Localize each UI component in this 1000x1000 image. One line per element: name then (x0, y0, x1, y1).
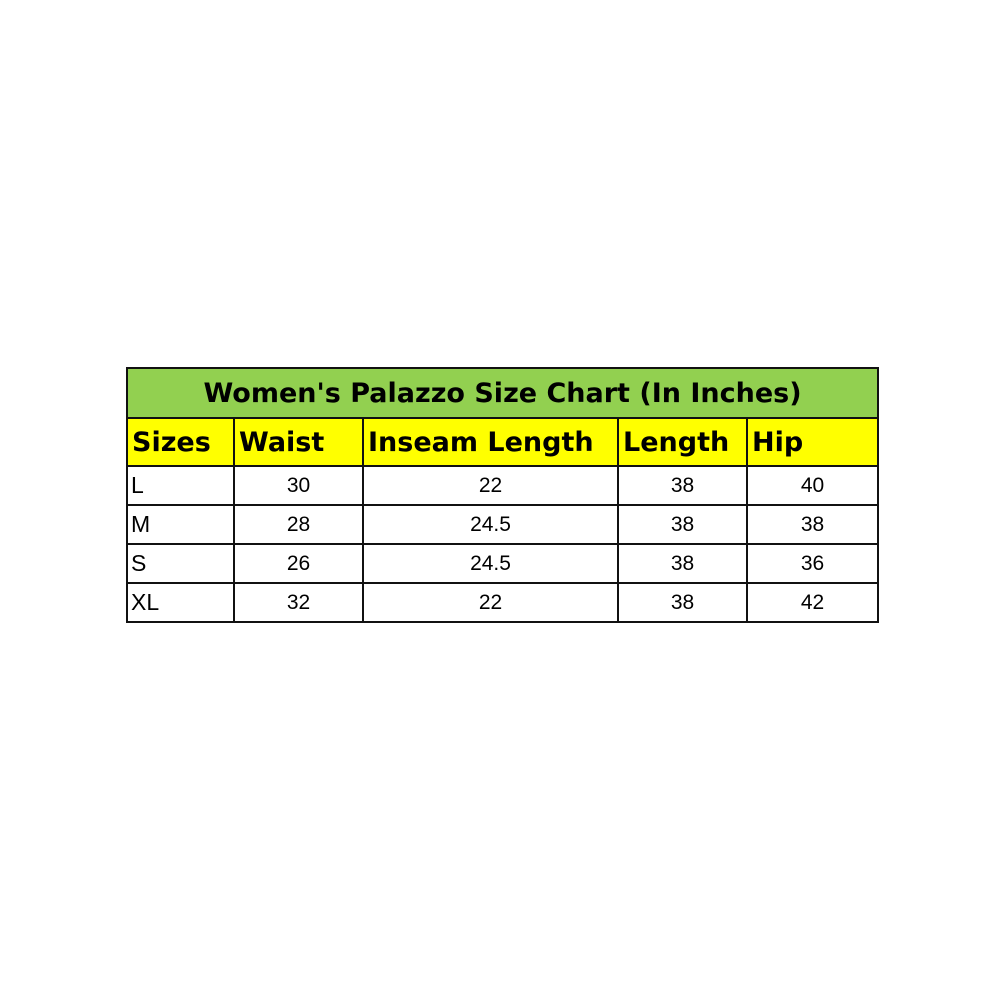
cell-waist: 32 (233, 582, 364, 623)
cell-hip: 42 (745, 582, 880, 623)
cell-size: XL (126, 582, 235, 623)
cell-inseam: 22 (362, 582, 619, 623)
cell-size: S (126, 543, 235, 584)
cell-length: 38 (617, 582, 748, 623)
cell-hip: 38 (745, 504, 880, 545)
cell-waist: 30 (233, 465, 364, 506)
cell-size: L (126, 465, 235, 506)
cell-inseam: 24.5 (362, 504, 619, 545)
header-inseam-length: Inseam Length (362, 417, 619, 467)
table-row: M 28 24.5 38 38 (126, 504, 880, 545)
table-title: Women's Palazzo Size Chart (In Inches) (125, 367, 880, 419)
cell-inseam: 22 (362, 465, 619, 506)
cell-waist: 26 (233, 543, 364, 584)
cell-inseam: 24.5 (362, 543, 619, 584)
cell-hip: 36 (745, 543, 880, 584)
header-length: Length (617, 417, 748, 467)
cell-waist: 28 (233, 504, 364, 545)
cell-length: 38 (617, 504, 748, 545)
table-row: L 30 22 38 40 (126, 465, 880, 506)
cell-hip: 40 (745, 465, 880, 506)
table-row: S 26 24.5 38 36 (126, 543, 880, 584)
header-sizes: Sizes (126, 417, 235, 467)
header-waist: Waist (233, 417, 364, 467)
cell-length: 38 (617, 465, 748, 506)
header-hip: Hip (745, 417, 880, 467)
size-chart-table: Women's Palazzo Size Chart (In Inches) S… (125, 367, 880, 623)
cell-length: 38 (617, 543, 748, 584)
table-row: XL 32 22 38 42 (126, 582, 880, 623)
title-row: Women's Palazzo Size Chart (In Inches) (125, 367, 880, 419)
cell-size: M (126, 504, 235, 545)
header-row: Sizes Waist Inseam Length Length Hip (126, 417, 880, 467)
